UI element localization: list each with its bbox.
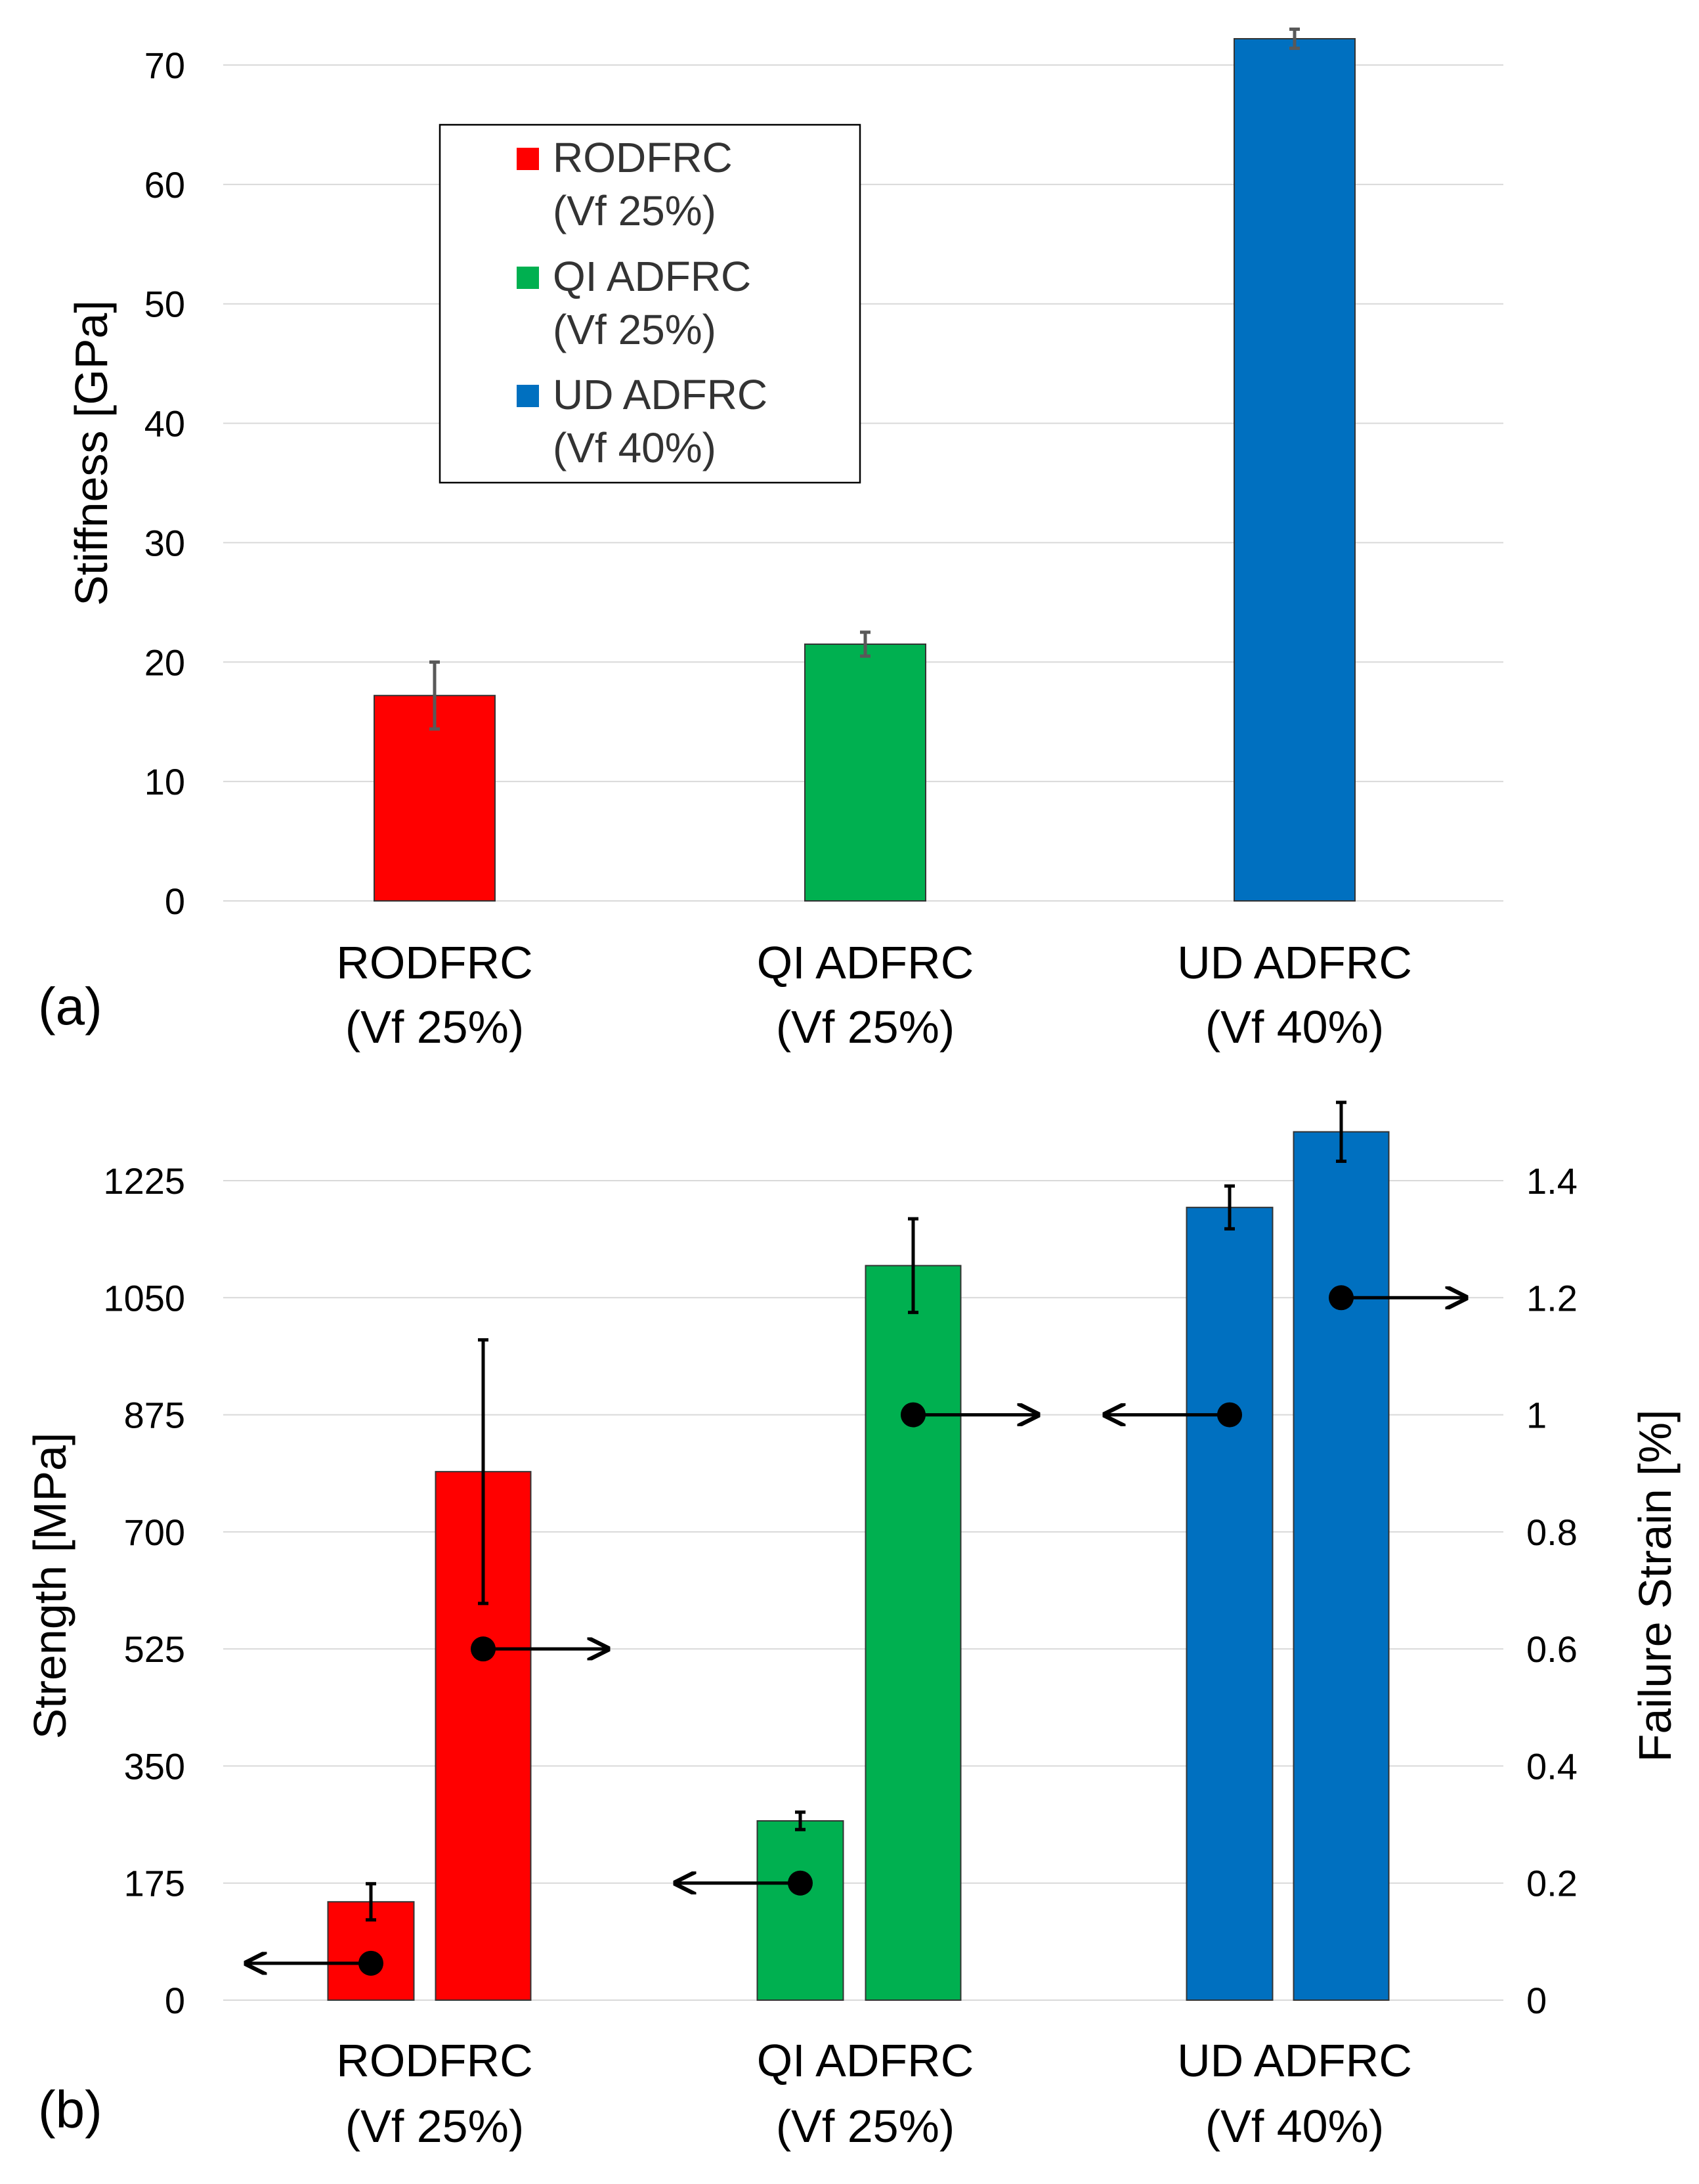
strain-marker xyxy=(471,1636,496,1662)
legend-swatch-rodfrc xyxy=(517,148,539,170)
legend-label: (Vf 25%) xyxy=(553,187,716,234)
legend-swatch-ud-adfrc xyxy=(517,385,539,407)
strain-marker xyxy=(788,1870,813,1896)
y-tick-label: 60 xyxy=(144,164,185,206)
legend-swatch-qi-adfrc xyxy=(517,267,539,289)
legend-label: RODFRC xyxy=(553,134,733,181)
y-tick-label: 875 xyxy=(124,1395,185,1436)
y2-tick-label: 0.4 xyxy=(1526,1745,1578,1787)
y-tick-label: 30 xyxy=(144,522,185,563)
y-tick-label: 0 xyxy=(165,881,185,922)
y-axis-title: Strength [MPa] xyxy=(24,1433,75,1739)
x-tick-label: (Vf 25%) xyxy=(776,2101,955,2152)
bar xyxy=(865,1265,962,2001)
bar xyxy=(1234,37,1356,902)
legend-label: UD ADFRC xyxy=(553,371,767,418)
panel-label: (b) xyxy=(38,2080,102,2139)
legend-label: (Vf 25%) xyxy=(553,306,716,353)
y2-axis-title: Failure Strain [%] xyxy=(1629,1410,1681,1762)
y-tick-label: 175 xyxy=(124,1863,185,1904)
y-tick-label: 50 xyxy=(144,284,185,325)
strain-marker xyxy=(1329,1285,1354,1311)
x-tick-label: RODFRC xyxy=(336,2035,532,2086)
y-tick-label: 70 xyxy=(144,45,185,86)
x-tick-label: QI ADFRC xyxy=(757,937,974,988)
bar xyxy=(756,1820,844,2001)
y-tick-label: 20 xyxy=(144,642,185,683)
y-tick-label: 10 xyxy=(144,761,185,802)
strain-marker xyxy=(1217,1402,1242,1428)
y-axis-title: Stiffness [GPa] xyxy=(66,300,117,606)
x-tick-label: (Vf 40%) xyxy=(1205,2101,1384,2152)
y-tick-label: 700 xyxy=(124,1512,185,1553)
stiffness-chart: 0 10 20 30 40 50 60 70 RODFRC (Vf 25%) QI ADFRC (V… xyxy=(38,27,1503,1053)
y-tick-label: 1225 xyxy=(103,1160,185,1202)
y2-tick-label: 0 xyxy=(1526,1980,1547,2021)
y-tick-label: 40 xyxy=(144,403,185,445)
x-tick-label: RODFRC xyxy=(336,937,532,988)
panel-label: (a) xyxy=(38,977,102,1036)
y2-tick-label: 1 xyxy=(1526,1395,1547,1436)
y-tick-label: 1050 xyxy=(103,1277,185,1319)
x-tick-label: (Vf 40%) xyxy=(1205,1001,1384,1053)
x-tick-label: QI ADFRC xyxy=(757,2035,974,2086)
y2-tick-label: 1.4 xyxy=(1526,1160,1578,1202)
y-tick-label: 0 xyxy=(165,1980,185,2021)
x-tick-label: (Vf 25%) xyxy=(776,1001,955,1053)
x-tick-label: (Vf 25%) xyxy=(345,2101,524,2152)
legend-box xyxy=(439,123,861,484)
y2-tick-label: 0.6 xyxy=(1526,1628,1578,1670)
legend-label: (Vf 40%) xyxy=(553,424,716,471)
strength-strain-chart: 0 175 350 525 700 875 1050 1225 0 0.2 0.4 0.6 0.8 1 1… xyxy=(24,1101,1681,2152)
y-tick-label: 350 xyxy=(124,1745,185,1787)
legend-label: QI ADFRC xyxy=(553,253,751,300)
x-tick-label: UD ADFRC xyxy=(1177,937,1412,988)
y2-tick-label: 0.8 xyxy=(1526,1512,1578,1553)
bar xyxy=(804,644,926,902)
y2-tick-label: 0.2 xyxy=(1526,1863,1578,1904)
bar xyxy=(1186,1206,1274,2001)
x-tick-label: (Vf 25%) xyxy=(345,1001,524,1053)
strain-marker xyxy=(901,1402,926,1428)
y2-tick-label: 1.2 xyxy=(1526,1277,1578,1319)
y-tick-label: 525 xyxy=(124,1628,185,1670)
strain-marker xyxy=(358,1950,383,1976)
x-tick-label: UD ADFRC xyxy=(1177,2035,1412,2086)
bar xyxy=(1293,1131,1390,2001)
legend: RODFRC (Vf 25%) QI ADFRC (Vf 25%) UD ADF… xyxy=(439,123,861,484)
